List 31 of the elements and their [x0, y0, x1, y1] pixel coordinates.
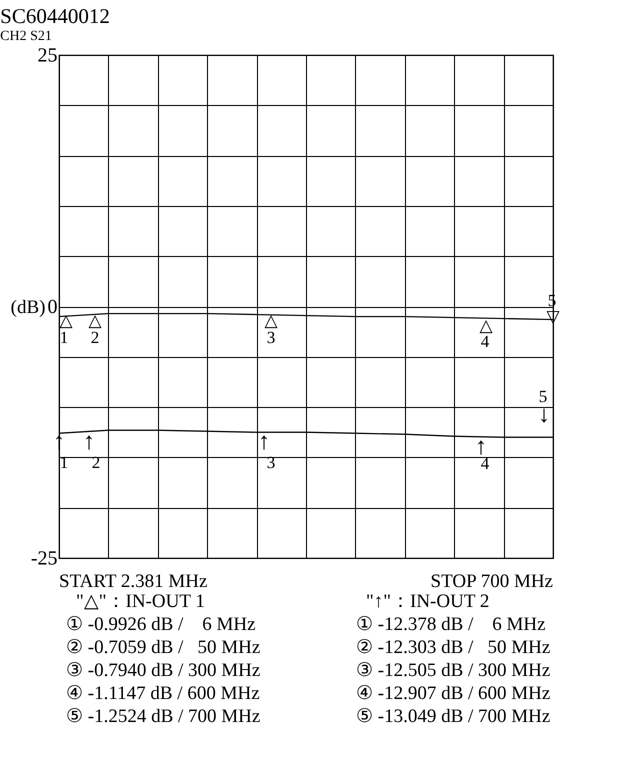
text: "△"：IN-OUT 1: [75, 590, 206, 613]
text: ① -0.9926 dB / 6 MHz: [66, 613, 257, 636]
y-tick-label: 0: [48, 296, 58, 318]
text: ② -12.303 dB / 50 MHz: [356, 636, 552, 659]
annotation: △: [60, 311, 74, 330]
y-tick-label: -25: [30, 548, 58, 570]
annotation: 4: [480, 454, 490, 473]
text: ⑤ -13.049 dB / 700 MHz: [356, 705, 552, 728]
annotation: ↑: [258, 429, 270, 455]
text: ③ -12.505 dB / 300 MHz: [356, 659, 552, 682]
annotation: ↑: [83, 429, 95, 455]
text: START 2.381 MHz: [59, 571, 208, 592]
annotation: 2: [90, 328, 100, 347]
y-axis-title: (dB): [10, 297, 46, 318]
annotation: △: [264, 311, 278, 330]
text: ④ -12.907 dB / 600 MHz: [356, 682, 552, 705]
annotation: 3: [266, 328, 276, 347]
text: ① -12.378 dB / 6 MHz: [356, 613, 547, 636]
text: ⑤ -1.2524 dB / 700 MHz: [66, 705, 262, 728]
annotation: △: [88, 311, 102, 330]
text: STOP 700 MHz: [430, 571, 553, 592]
annotation: 4: [480, 332, 490, 351]
text: "↑"：IN-OUT 2: [365, 590, 490, 613]
annotation: 1: [60, 328, 68, 347]
text: ④ -1.1147 dB / 600 MHz: [66, 682, 261, 705]
chart-subtitle: CH2 S21: [0, 29, 52, 44]
y-tick-label: 25: [38, 44, 58, 66]
text: ③ -0.7940 dB / 300 MHz: [66, 659, 262, 682]
annotation: △: [480, 316, 494, 335]
chart-title: SC60440012: [0, 4, 110, 28]
text: ② -0.7059 dB / 50 MHz: [66, 636, 262, 659]
